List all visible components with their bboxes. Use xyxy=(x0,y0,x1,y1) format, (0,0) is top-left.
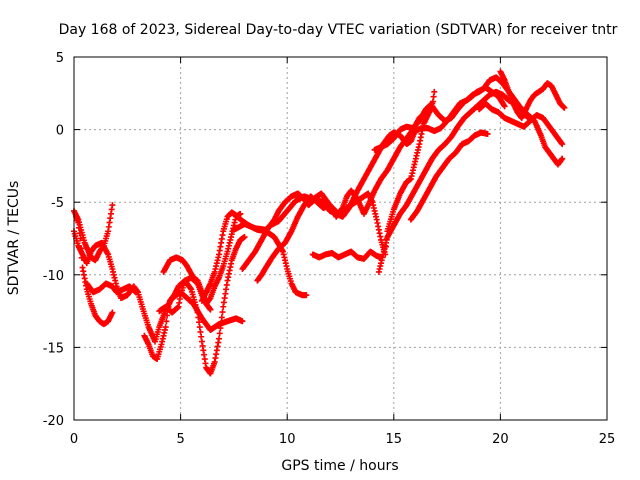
data-series-7 xyxy=(160,210,244,307)
x-tick-label: 5 xyxy=(176,432,184,447)
data-series-15 xyxy=(407,129,491,223)
y-ticks: -20 -15 -10 -5 0 5 xyxy=(43,51,607,429)
data-series-14 xyxy=(371,100,436,153)
plot-frame xyxy=(73,56,608,421)
data-point xyxy=(239,318,246,325)
data-point xyxy=(207,306,214,313)
data-point xyxy=(162,324,169,331)
y-tick-label: -5 xyxy=(51,196,64,211)
data-point xyxy=(429,100,436,107)
data-series-13 xyxy=(375,88,566,275)
data-point xyxy=(163,318,170,325)
data-series-6 xyxy=(156,234,248,377)
data-point xyxy=(501,103,508,110)
data-series xyxy=(71,68,568,377)
data-point xyxy=(561,104,568,111)
data-point xyxy=(77,235,84,242)
data-series-1 xyxy=(71,228,246,345)
data-series-16 xyxy=(497,68,568,121)
y-tick-label: -20 xyxy=(43,414,64,429)
y-tick-label: 0 xyxy=(56,124,64,139)
data-point xyxy=(241,234,248,241)
data-point xyxy=(217,325,224,332)
data-point xyxy=(559,155,566,162)
data-point xyxy=(303,292,310,299)
data-series-3 xyxy=(71,202,116,264)
chart-title: Day 168 of 2023, Sidereal Day-to-day VTE… xyxy=(59,22,618,38)
data-point xyxy=(164,312,171,319)
data-point xyxy=(484,130,491,137)
data-point xyxy=(78,245,85,252)
data-point xyxy=(219,309,226,316)
data-series-9 xyxy=(230,88,438,258)
data-point xyxy=(132,289,139,296)
data-point xyxy=(78,254,85,261)
y-tick-label: -10 xyxy=(43,269,64,284)
x-tick-label: 25 xyxy=(599,432,616,447)
data-series-4 xyxy=(83,280,139,296)
x-tick-label: 20 xyxy=(492,432,509,447)
data-point xyxy=(216,330,223,337)
data-point xyxy=(109,202,116,209)
x-ticks: 0 5 10 15 20 25 xyxy=(70,57,615,447)
y-axis-label: SDTVAR / TECUs xyxy=(6,181,22,296)
x-tick-label: 0 xyxy=(70,432,78,447)
x-tick-label: 15 xyxy=(386,432,403,447)
data-series-12 xyxy=(309,248,385,262)
x-axis-label: GPS time / hours xyxy=(281,458,398,474)
data-point xyxy=(559,141,566,148)
data-point xyxy=(215,335,222,342)
data-point xyxy=(218,314,225,321)
data-point xyxy=(109,309,116,316)
y-tick-label: -15 xyxy=(43,341,64,356)
data-point xyxy=(431,88,438,95)
data-point xyxy=(218,319,225,326)
x-tick-label: 10 xyxy=(279,432,296,447)
data-series-17 xyxy=(476,100,566,148)
y-tick-label: 5 xyxy=(56,51,64,66)
